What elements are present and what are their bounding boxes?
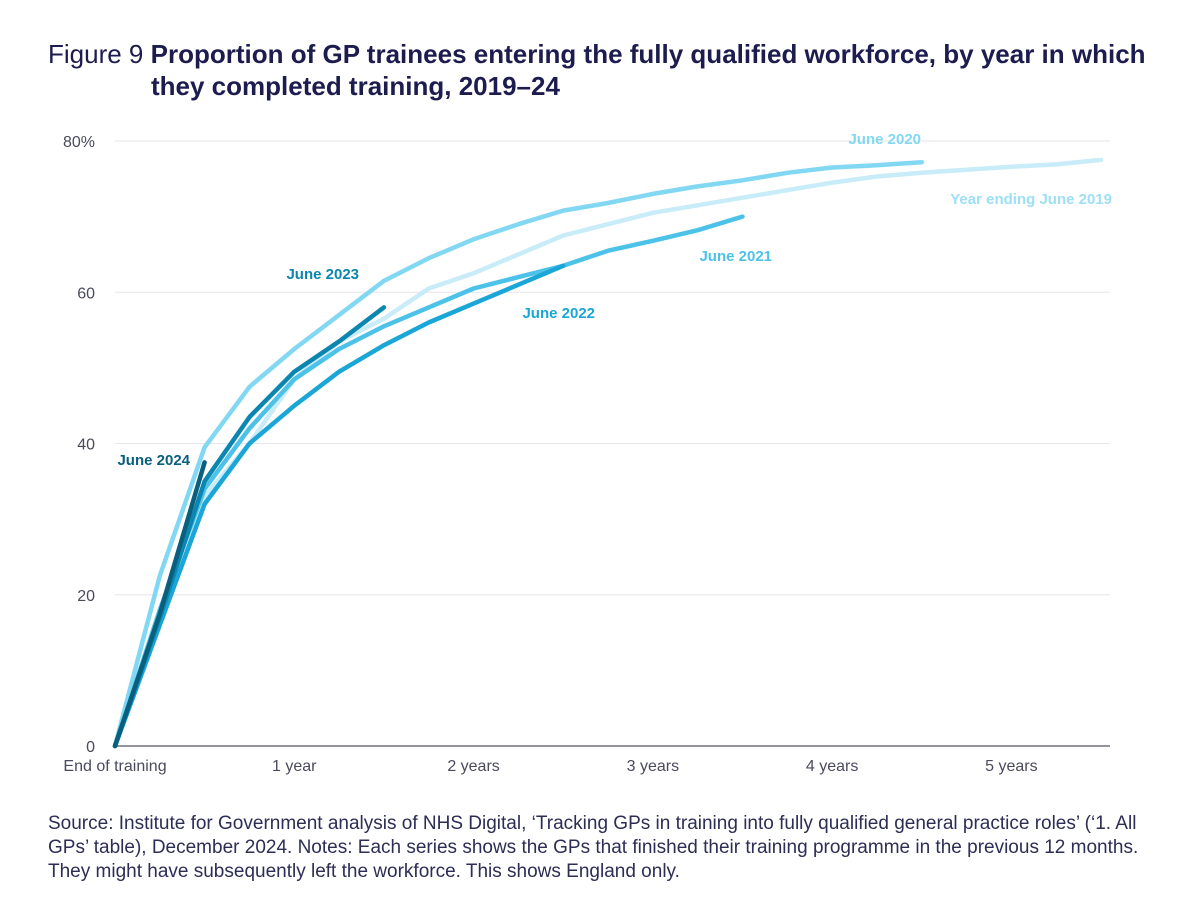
figure-label: Figure 9 (48, 39, 144, 69)
x-tick-label: End of training (63, 758, 166, 775)
series-line-june-2020 (112, 159, 925, 749)
series-line-june-2022 (112, 263, 566, 749)
series-label: Year ending June 2019 (950, 191, 1112, 208)
figure-title-line-1: Proportion of GP trainees entering the f… (150, 39, 1146, 69)
x-tick-label: 3 years (627, 758, 679, 775)
series-label: June 2023 (286, 266, 359, 283)
axes: 0 20 40 60 80% End of training 1 year 2 years 3 … (63, 134, 1110, 775)
y-tick-label: 80% (63, 134, 95, 151)
series-labels: Year ending June 2019 June 2020 June 2021 J… (117, 131, 1112, 469)
series-label: June 2020 (848, 131, 921, 148)
x-tick-label: 4 years (806, 758, 858, 775)
y-tick-label: 20 (77, 588, 95, 605)
series-line-june-2024 (112, 460, 207, 749)
series-lines (112, 157, 1104, 749)
series-label: June 2022 (522, 305, 595, 322)
y-tick-label: 60 (77, 285, 95, 302)
y-tick-label: 0 (86, 739, 95, 756)
figure-title-line-2: they completed training, 2019–24 (151, 71, 560, 101)
gridlines (115, 140, 1110, 596)
y-tick-label: 40 (77, 437, 95, 454)
x-tick-label: 2 years (447, 758, 499, 775)
line-chart: 0 20 40 60 80% End of training 1 year 2 years 3 … (63, 131, 1112, 775)
x-tick-label: 1 year (272, 758, 317, 775)
figure-title: Figure 9 Proportion of GP trainees enter… (48, 38, 1168, 102)
source-note: Source: Institute for Government analysi… (48, 813, 1139, 882)
x-tick-label: 5 years (985, 758, 1037, 775)
series-line-year-ending-june-2019 (112, 157, 1104, 749)
series-line-june-2023 (112, 305, 387, 749)
series-label: June 2024 (117, 452, 190, 469)
series-line-june-2021 (112, 214, 745, 749)
series-label: June 2021 (699, 248, 772, 265)
